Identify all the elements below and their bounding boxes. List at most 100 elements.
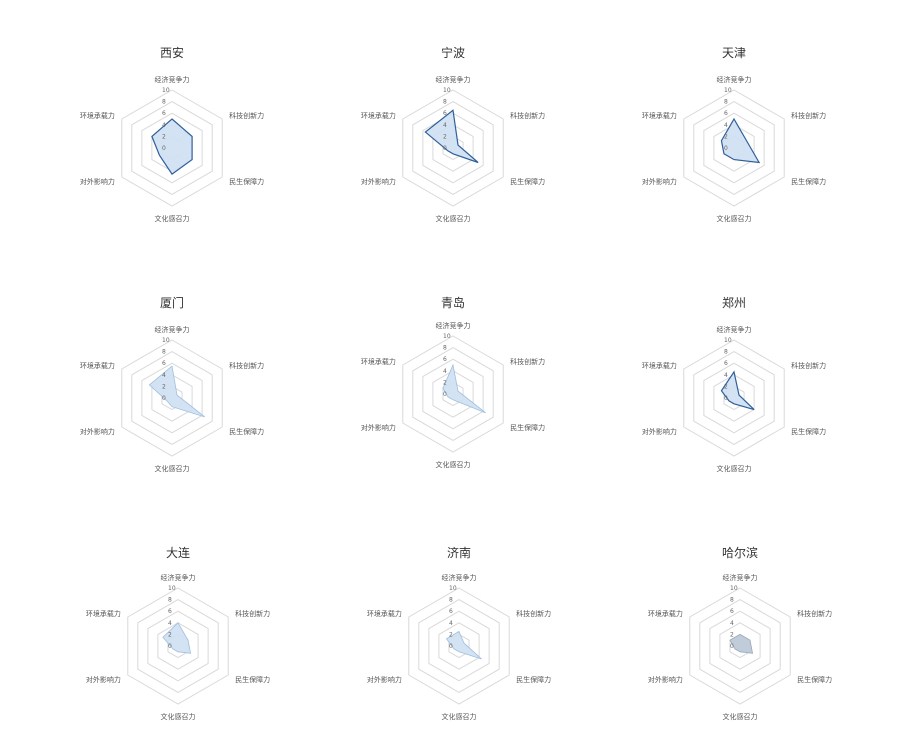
axis-label: 民生保障力 <box>229 427 264 436</box>
axis-label: 经济竞争力 <box>155 75 190 84</box>
tick-label: 4 <box>168 620 172 627</box>
series-polygon <box>148 365 205 418</box>
axis-label: 科技创新力 <box>235 609 270 618</box>
tick-label: 2 <box>443 133 447 140</box>
tick-label: 0 <box>443 145 447 152</box>
axis-label: 环境承载力 <box>648 609 683 618</box>
radar-panel-harbin: 哈尔滨 0 2 4 6 8 10 经济竞争力 科技创新力 民生保障力 文化感召力 对外影响力 环境承载… <box>610 544 870 754</box>
panel-title: 青岛 <box>440 296 465 310</box>
grid-ring <box>719 622 761 670</box>
panel-title: 哈尔滨 <box>721 546 758 560</box>
radar-panel-qingdao: 青岛 0 2 4 6 8 10 经济竞争力 科技创新力 民生保障力 文化感召力 对外影响力 环境承载力 <box>323 294 583 504</box>
radar-panel-xiamen: 厦门 0 2 4 6 8 10 经济竞争力 科技创新力 民生保障力 文化感召力 对外影响力 环境承载力 <box>42 294 302 504</box>
axis-label: 民生保障力 <box>510 423 545 432</box>
grid-ring <box>703 362 765 434</box>
axis-label: 民生保障力 <box>791 427 826 436</box>
grid-ring <box>689 587 791 705</box>
axis-label: 文化感召力 <box>436 214 471 223</box>
radar-panel-tianjin: 天津 0 2 4 6 8 10 经济竞争力 科技创新力 民生保障力 文化感召力 对外影响力 环境承载力 <box>604 44 864 254</box>
grid-ring <box>127 587 229 705</box>
grid-ring <box>157 622 199 670</box>
axis-label: 经济竞争力 <box>436 75 471 84</box>
grid-ring <box>683 89 785 207</box>
grid-ring <box>713 124 755 172</box>
tick-label: 6 <box>168 608 172 615</box>
tick-label: 10 <box>449 585 457 592</box>
series-polygon <box>162 622 192 654</box>
grid-ring <box>121 339 223 457</box>
tick-label: 4 <box>162 372 166 379</box>
tick-label: 4 <box>730 620 734 627</box>
tick-label: 2 <box>724 133 728 140</box>
tick-label: 6 <box>449 608 453 615</box>
panel-title: 西安 <box>159 46 184 60</box>
grid-ring <box>121 89 223 207</box>
panel-title: 宁波 <box>440 46 465 60</box>
tick-label: 2 <box>730 631 734 638</box>
axis-label: 科技创新力 <box>797 609 832 618</box>
series-polygon <box>442 363 486 414</box>
grid-ring <box>693 351 775 445</box>
axis-label: 对外影响力 <box>361 423 396 432</box>
panel-title: 天津 <box>721 46 746 60</box>
tick-label: 10 <box>162 87 170 94</box>
radar-panel-ningbo: 宁波 0 2 4 6 8 10 经济竞争力 科技创新力 民生保障力 文化感召力 对外影响力 环境承载力 <box>323 44 583 254</box>
tick-label: 4 <box>724 372 728 379</box>
series-polygon <box>151 118 193 175</box>
series-polygon <box>720 117 761 164</box>
axis-label: 环境承载力 <box>642 111 677 120</box>
tick-label: 8 <box>724 99 728 106</box>
series-polygon <box>729 633 754 654</box>
axis-label: 文化感召力 <box>436 460 471 469</box>
radar-panel-dalian: 大连 0 2 4 6 8 10 经济竞争力 科技创新力 民生保障力 文化感召力 对外影响力 环境承载力 <box>48 544 308 754</box>
grid-ring <box>141 362 203 434</box>
tick-label: 8 <box>443 345 447 352</box>
tick-label: 10 <box>724 337 732 344</box>
grid-ring <box>141 112 203 184</box>
axis-label: 文化感召力 <box>155 214 190 223</box>
tick-label: 4 <box>724 122 728 129</box>
axis-label: 经济竞争力 <box>161 573 196 582</box>
axis-label: 文化感召力 <box>161 712 196 721</box>
tick-label: 10 <box>443 333 451 340</box>
tick-label: 10 <box>168 585 176 592</box>
axis-label: 科技创新力 <box>229 111 264 120</box>
grid-ring <box>402 89 504 207</box>
tick-label: 0 <box>168 643 172 650</box>
grid-ring <box>412 101 494 195</box>
axis-label: 环境承载力 <box>367 609 402 618</box>
tick-label: 6 <box>443 110 447 117</box>
tick-label: 10 <box>443 87 451 94</box>
tick-label: 6 <box>443 356 447 363</box>
grid-ring <box>422 112 484 184</box>
axis-label: 对外影响力 <box>86 675 121 684</box>
grid-ring <box>408 587 510 705</box>
tick-label: 8 <box>443 99 447 106</box>
axis-label: 科技创新力 <box>510 357 545 366</box>
axis-label: 文化感召力 <box>442 712 477 721</box>
axis-label: 对外影响力 <box>80 177 115 186</box>
axis-label: 科技创新力 <box>229 361 264 370</box>
tick-label: 8 <box>162 99 166 106</box>
axis-label: 经济竞争力 <box>442 573 477 582</box>
axis-label: 环境承载力 <box>642 361 677 370</box>
axis-label: 文化感召力 <box>723 712 758 721</box>
tick-label: 0 <box>443 391 447 398</box>
axis-label: 经济竞争力 <box>717 75 752 84</box>
tick-label: 2 <box>449 631 453 638</box>
axis-label: 环境承载力 <box>86 609 121 618</box>
axis-label: 经济竞争力 <box>717 325 752 334</box>
panel-title: 厦门 <box>159 296 184 310</box>
axis-label: 环境承载力 <box>80 361 115 370</box>
series-polygon <box>720 370 755 411</box>
tick-label: 8 <box>168 597 172 604</box>
series-polygon <box>424 109 479 164</box>
tick-label: 0 <box>730 643 734 650</box>
grid-ring <box>438 622 480 670</box>
tick-label: 2 <box>443 379 447 386</box>
